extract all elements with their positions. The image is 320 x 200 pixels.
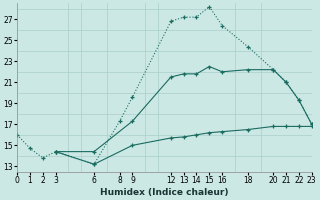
X-axis label: Humidex (Indice chaleur): Humidex (Indice chaleur) — [100, 188, 229, 197]
